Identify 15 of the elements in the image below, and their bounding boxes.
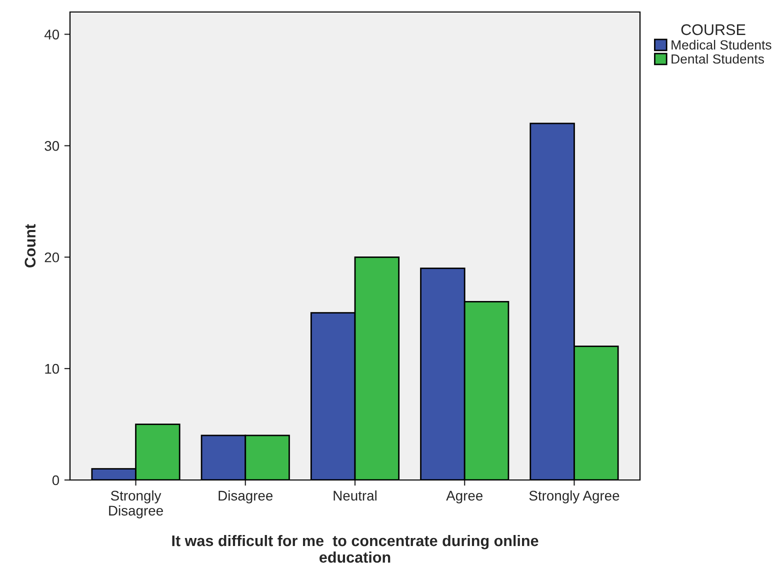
legend-title: COURSE bbox=[681, 24, 746, 36]
x-tick-label: Agree bbox=[446, 490, 483, 504]
y-tick-label: 40 bbox=[44, 30, 60, 40]
legend-label: Dental Students bbox=[672, 54, 764, 64]
y-tick-label: 10 bbox=[45, 364, 60, 374]
legend-label: Medical Students bbox=[672, 40, 772, 50]
x-tick-label: Disagree bbox=[218, 490, 273, 504]
x-tick-label: Strongly Disagree bbox=[109, 490, 163, 518]
x-tick-label: Strongly Agree bbox=[529, 490, 620, 504]
y-axis-title: Count bbox=[24, 224, 36, 268]
y-tick-label: 0 bbox=[52, 475, 60, 486]
x-axis-title: It was difficult for me to concentrate during online education bbox=[172, 534, 538, 563]
y-tick-label: 20 bbox=[44, 252, 60, 262]
y-tick-label: 30 bbox=[44, 141, 60, 151]
x-tick-label: Neutral bbox=[334, 490, 376, 501]
